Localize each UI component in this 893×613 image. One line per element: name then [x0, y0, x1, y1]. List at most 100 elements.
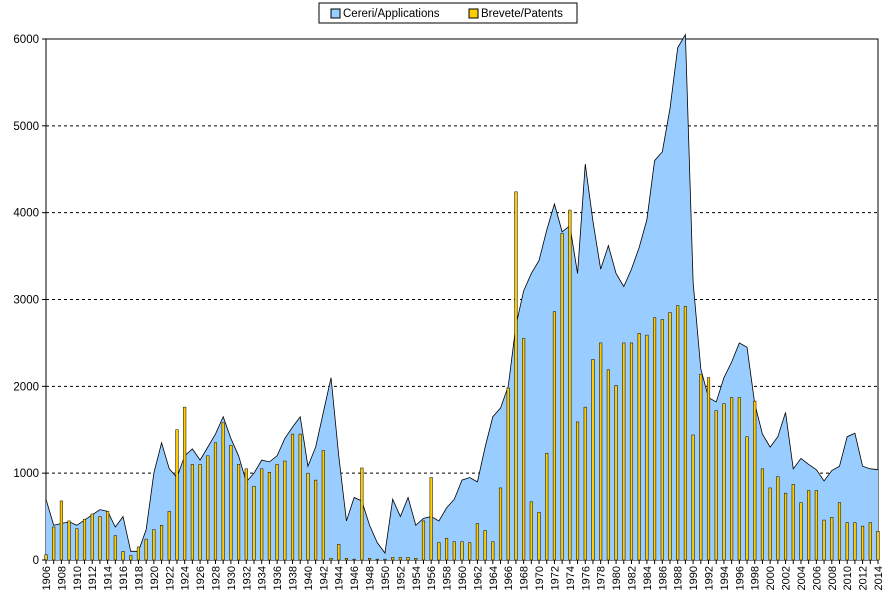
patent-bar-2008 [830, 517, 833, 560]
x-tick-label-1924: 1924 [180, 566, 192, 590]
patent-bar-1913 [99, 517, 102, 560]
y-tick-label-0: 0 [33, 555, 39, 567]
x-tick-label-2000: 2000 [765, 566, 777, 590]
x-tick-label-2002: 2002 [781, 566, 793, 590]
patent-bar-1959 [453, 542, 456, 560]
x-tick-label-1996: 1996 [734, 566, 746, 590]
x-tick-label-1960: 1960 [457, 566, 469, 590]
x-tick-label-1914: 1914 [103, 566, 115, 590]
patent-bar-1989 [684, 306, 687, 560]
x-tick-label-1922: 1922 [164, 566, 176, 590]
patent-bar-1973 [561, 234, 564, 560]
patent-bar-1981 [622, 343, 625, 560]
patent-bar-1976 [584, 407, 587, 560]
y-tick-label-3000: 3000 [13, 295, 39, 307]
patent-bar-1939 [299, 434, 302, 560]
patent-bar-1998 [753, 401, 756, 560]
x-tick-label-1994: 1994 [719, 566, 731, 590]
x-tick-label-1972: 1972 [549, 566, 561, 590]
y-tick-label-6000: 6000 [13, 34, 39, 46]
patent-bar-1935 [268, 472, 271, 560]
patent-bar-1933 [253, 486, 256, 560]
patent-bar-1911 [83, 519, 86, 560]
patent-bar-1909 [68, 521, 71, 560]
patent-bar-1946 [353, 559, 356, 560]
patent-bar-2004 [800, 503, 803, 560]
patent-bar-1972 [553, 312, 556, 560]
patent-bar-2014 [877, 531, 880, 560]
y-tick-label-1000: 1000 [13, 468, 39, 480]
patent-bar-1991 [700, 374, 703, 560]
patent-bar-1928 [214, 443, 217, 560]
x-tick-label-1920: 1920 [149, 566, 161, 590]
x-tick-label-1980: 1980 [611, 566, 623, 590]
x-tick-label-1952: 1952 [395, 566, 407, 590]
patent-bar-1915 [114, 536, 117, 560]
patent-bar-1922 [168, 511, 171, 560]
y-tick-label-4000: 4000 [13, 208, 39, 220]
patent-bar-2012 [861, 526, 864, 560]
patent-bar-1997 [746, 437, 749, 560]
x-tick-label-2008: 2008 [827, 566, 839, 590]
patent-bar-1979 [607, 370, 610, 560]
patent-bar-1923 [176, 430, 179, 560]
patent-bar-1956 [430, 478, 433, 560]
patent-bar-1980 [615, 385, 618, 560]
x-tick-label-2014: 2014 [873, 566, 885, 590]
patent-bar-1906 [45, 555, 48, 560]
patent-bar-1974 [569, 210, 572, 560]
patent-bar-1944 [337, 544, 340, 560]
patent-bar-1926 [199, 464, 202, 560]
patent-bar-1993 [715, 411, 718, 560]
x-tick-label-1926: 1926 [195, 566, 207, 590]
patent-bar-1930 [230, 445, 233, 560]
patent-bar-1983 [638, 333, 641, 560]
x-tick-label-1948: 1948 [365, 566, 377, 590]
patent-bar-1987 [669, 313, 672, 560]
legend-swatch-applications [331, 9, 340, 18]
x-tick-label-1908: 1908 [56, 566, 68, 590]
legend-label-patents: Brevete/Patents [481, 8, 563, 20]
x-tick-label-1940: 1940 [303, 566, 315, 590]
x-tick-label-1946: 1946 [349, 566, 361, 590]
y-tick-label-2000: 2000 [13, 381, 39, 393]
patent-bar-1914 [106, 511, 109, 560]
patent-bar-1932 [245, 469, 248, 560]
x-tick-label-1964: 1964 [488, 566, 500, 590]
x-tick-label-1976: 1976 [580, 566, 592, 590]
patent-bar-1986 [661, 319, 664, 560]
patent-bar-1971 [545, 453, 548, 560]
patent-bar-1992 [707, 378, 710, 560]
patent-bar-1943 [330, 558, 333, 560]
patent-bar-1995 [730, 398, 733, 560]
patent-bar-1934 [260, 469, 263, 560]
x-tick-label-1968: 1968 [519, 566, 531, 590]
patent-bar-1970 [538, 512, 541, 560]
x-tick-label-1954: 1954 [411, 566, 423, 590]
x-tick-label-1936: 1936 [272, 566, 284, 590]
x-tick-label-1916: 1916 [118, 566, 130, 590]
patent-bar-1949 [376, 559, 379, 560]
x-tick-label-1982: 1982 [626, 566, 638, 590]
legend: Cereri/Applications Brevete/Patents [319, 3, 577, 23]
patent-bar-1952 [399, 557, 402, 560]
patent-bar-1945 [345, 558, 348, 560]
patent-bar-1965 [499, 488, 502, 560]
patent-bar-1916 [122, 551, 125, 560]
x-tick-label-1932: 1932 [241, 566, 253, 590]
patent-bar-1924 [183, 407, 186, 560]
patent-bar-1977 [592, 359, 595, 560]
patent-bar-1951 [391, 557, 394, 560]
patent-bar-1955 [422, 521, 425, 560]
patent-bar-1925 [191, 464, 194, 560]
patent-bar-1921 [160, 525, 163, 560]
patent-bar-1960 [461, 542, 464, 560]
patent-bar-1994 [723, 404, 726, 560]
patent-bar-1931 [237, 464, 240, 560]
patent-bar-2007 [823, 520, 826, 560]
patent-bar-1953 [407, 557, 410, 560]
patent-bar-1957 [438, 543, 441, 560]
x-tick-label-1986: 1986 [657, 566, 669, 590]
